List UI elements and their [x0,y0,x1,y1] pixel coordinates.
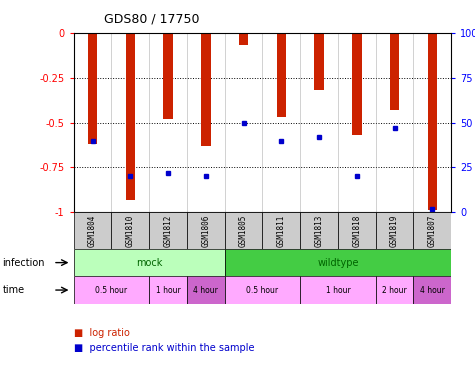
Text: GSM1812: GSM1812 [163,214,172,247]
Text: GSM1805: GSM1805 [239,214,248,247]
Text: infection: infection [2,258,45,268]
Bar [376,276,413,304]
Text: time: time [2,285,25,295]
Bar [390,33,399,110]
Text: GSM1806: GSM1806 [201,214,210,247]
Bar [300,212,338,249]
Bar [376,212,413,249]
Bar [225,249,451,276]
Bar [149,212,187,249]
Text: 2 hour: 2 hour [382,285,407,295]
Bar [428,33,437,210]
Text: 1 hour: 1 hour [325,285,351,295]
Bar [225,276,300,304]
Bar [187,276,225,304]
Bar [74,249,225,276]
Bar [187,212,225,249]
Bar [201,33,210,146]
Bar [225,212,262,249]
Text: 1 hour: 1 hour [156,285,180,295]
Bar [338,212,376,249]
Text: GSM1819: GSM1819 [390,214,399,247]
Text: GSM1818: GSM1818 [352,214,361,247]
Text: wildtype: wildtype [317,258,359,268]
Text: mock: mock [136,258,162,268]
Bar [352,33,361,135]
Text: GSM1807: GSM1807 [428,214,437,247]
Bar [149,276,187,304]
Text: 4 hour: 4 hour [193,285,218,295]
Bar [163,33,173,119]
Text: GSM1811: GSM1811 [277,214,286,247]
Text: GSM1804: GSM1804 [88,214,97,247]
Bar [88,33,97,144]
Bar [414,276,451,304]
Text: 0.5 hour: 0.5 hour [247,285,278,295]
Bar [276,33,286,117]
Bar [300,276,376,304]
Bar [125,33,135,200]
Bar [414,212,451,249]
Bar [74,212,111,249]
Bar [239,33,248,45]
Bar [74,276,149,304]
Text: ■  log ratio: ■ log ratio [74,328,130,338]
Bar [262,212,300,249]
Bar [111,212,149,249]
Text: 0.5 hour: 0.5 hour [95,285,127,295]
Text: 4 hour: 4 hour [420,285,445,295]
Bar [314,33,324,90]
Text: GDS80 / 17750: GDS80 / 17750 [104,13,200,26]
Text: ■  percentile rank within the sample: ■ percentile rank within the sample [74,343,254,353]
Text: GSM1813: GSM1813 [314,214,323,247]
Text: GSM1810: GSM1810 [126,214,135,247]
